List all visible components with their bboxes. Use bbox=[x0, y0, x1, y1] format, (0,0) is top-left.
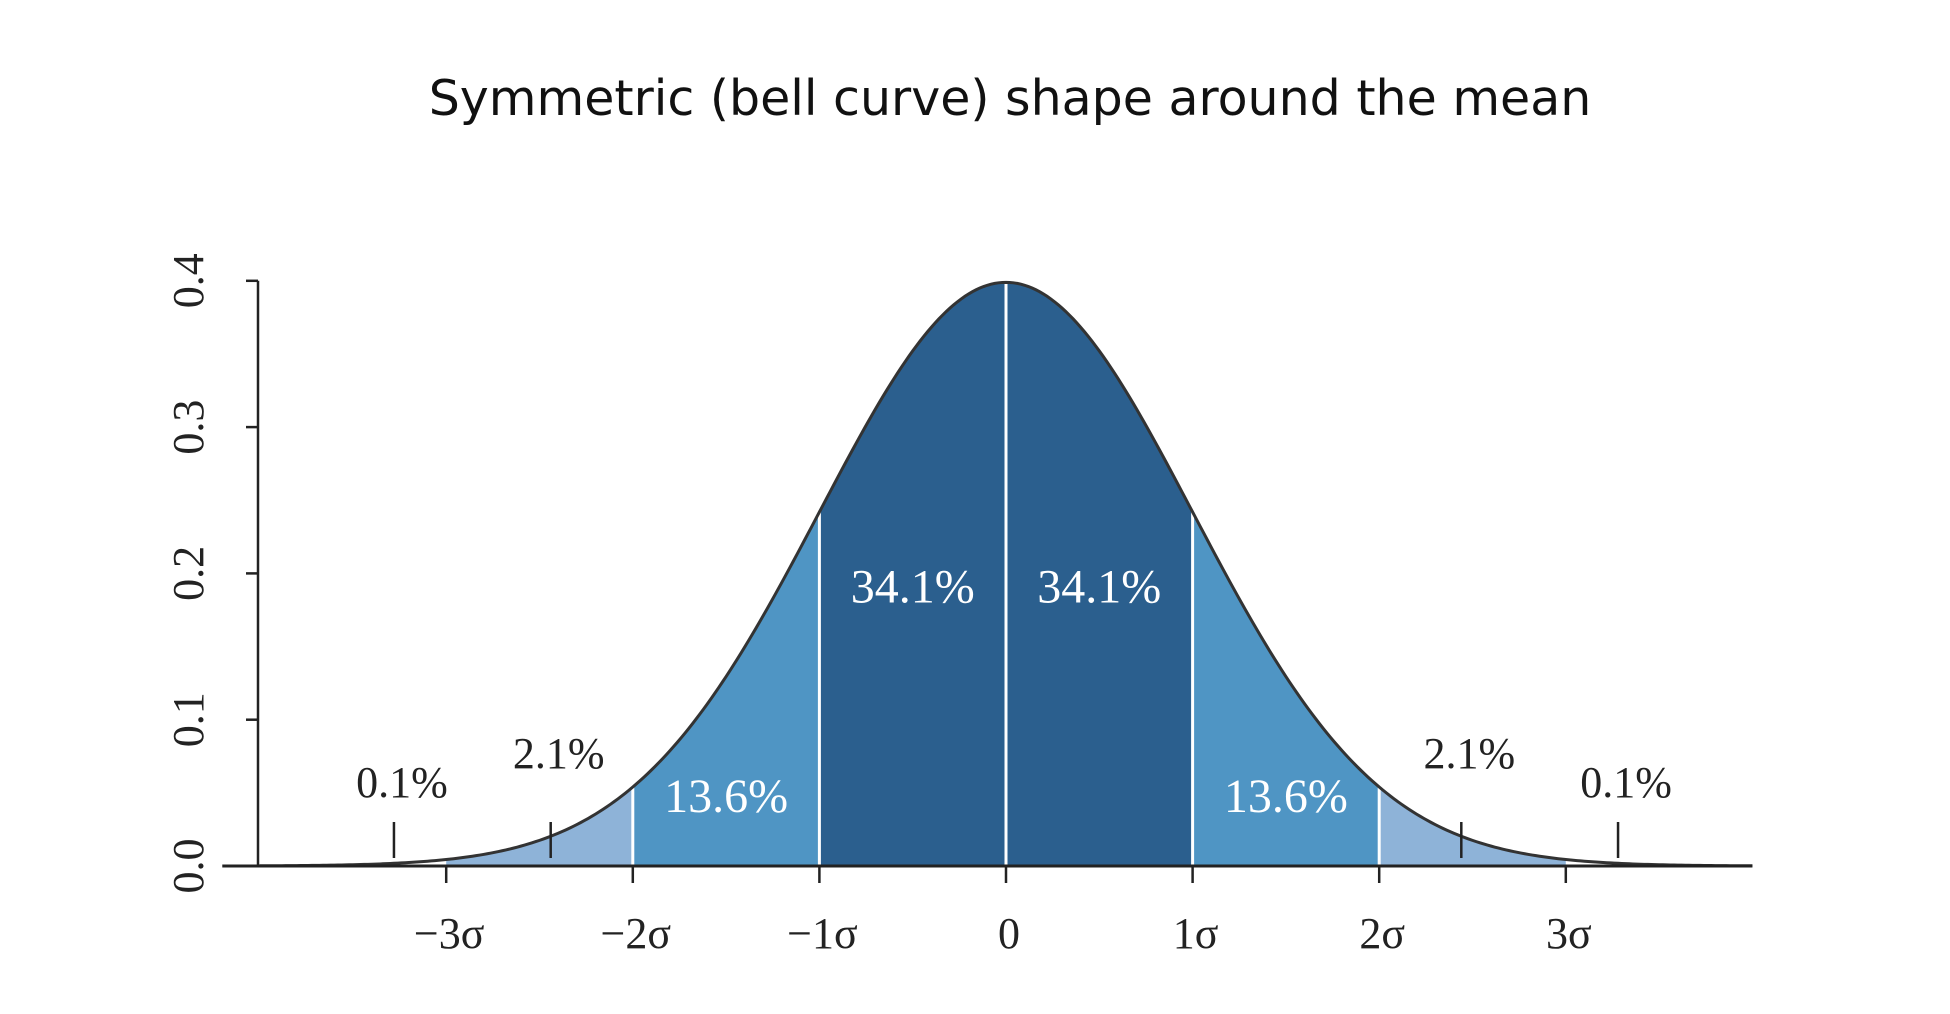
annotation-label-2: 2.1% bbox=[513, 729, 605, 778]
labels: 13.6% 34.1% 34.1% 13.6% 0.1% 2.1% 2.1% 0.1% bbox=[356, 561, 1672, 858]
region-label-4: 34.1% bbox=[1037, 561, 1161, 614]
region-1 bbox=[446, 787, 633, 866]
annotation-label-4: 0.1% bbox=[1580, 758, 1672, 807]
annotation-label-1: 0.1% bbox=[356, 758, 448, 807]
density-curve bbox=[259, 280, 1753, 868]
region-label-2: 13.6% bbox=[664, 770, 788, 823]
x-tick-label-0: −3σ bbox=[414, 909, 485, 958]
x-tick-label-2: −1σ bbox=[787, 909, 858, 958]
y-tick-label-2: 0.2 bbox=[164, 546, 213, 601]
sigma-dividers bbox=[631, 282, 1381, 866]
y-tick-label-3: 0.3 bbox=[164, 400, 213, 455]
x-tick-label-4: 1σ bbox=[1173, 909, 1219, 958]
annotation-label-3: 2.1% bbox=[1423, 729, 1515, 778]
chart-title: Symmetric (bell curve) shape around the … bbox=[428, 70, 1592, 127]
y-tick-label-1: 0.1 bbox=[164, 692, 213, 747]
y-tick-label-4: 0.4 bbox=[164, 253, 213, 308]
axes: 0.0 0.1 0.2 0.3 0.4 −3σ −2σ −1σ 0 1σ 2σ 3σ bbox=[164, 253, 1753, 958]
x-tick-label-5: 2σ bbox=[1359, 909, 1405, 958]
region-label-5: 13.6% bbox=[1224, 770, 1348, 823]
region-6 bbox=[1379, 787, 1566, 866]
region-label-3: 34.1% bbox=[851, 561, 975, 614]
x-tick-label-6: 3σ bbox=[1546, 909, 1592, 958]
x-tick-label-1: −2σ bbox=[601, 909, 672, 958]
x-tick-label-3: 0 bbox=[998, 909, 1020, 958]
y-tick-label-0: 0.0 bbox=[164, 839, 213, 894]
